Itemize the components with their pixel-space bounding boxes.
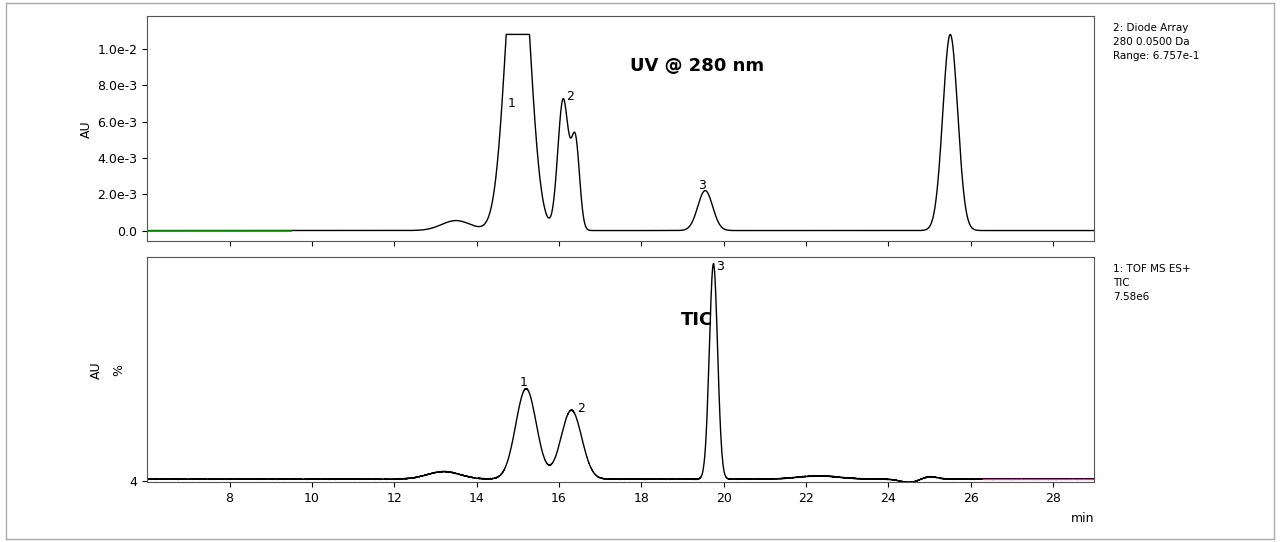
Text: 3: 3 — [717, 260, 724, 273]
Text: 2: Diode Array
280 0.0500 Da
Range: 6.757e-1: 2: Diode Array 280 0.0500 Da Range: 6.75… — [1114, 23, 1199, 61]
Text: min: min — [1071, 512, 1094, 525]
Text: 2: 2 — [567, 90, 575, 103]
Text: 2: 2 — [577, 402, 585, 415]
Text: UV @ 280 nm: UV @ 280 nm — [630, 57, 764, 75]
Text: 1: 1 — [520, 377, 527, 390]
Text: TIC: TIC — [681, 311, 713, 329]
Y-axis label: AU
%: AU % — [90, 361, 125, 379]
Text: 1: TOF MS ES+
TIC
7.58e6: 1: TOF MS ES+ TIC 7.58e6 — [1114, 264, 1190, 302]
Text: 1: 1 — [508, 97, 516, 110]
Text: 3: 3 — [698, 179, 707, 192]
Y-axis label: AU: AU — [81, 120, 93, 138]
